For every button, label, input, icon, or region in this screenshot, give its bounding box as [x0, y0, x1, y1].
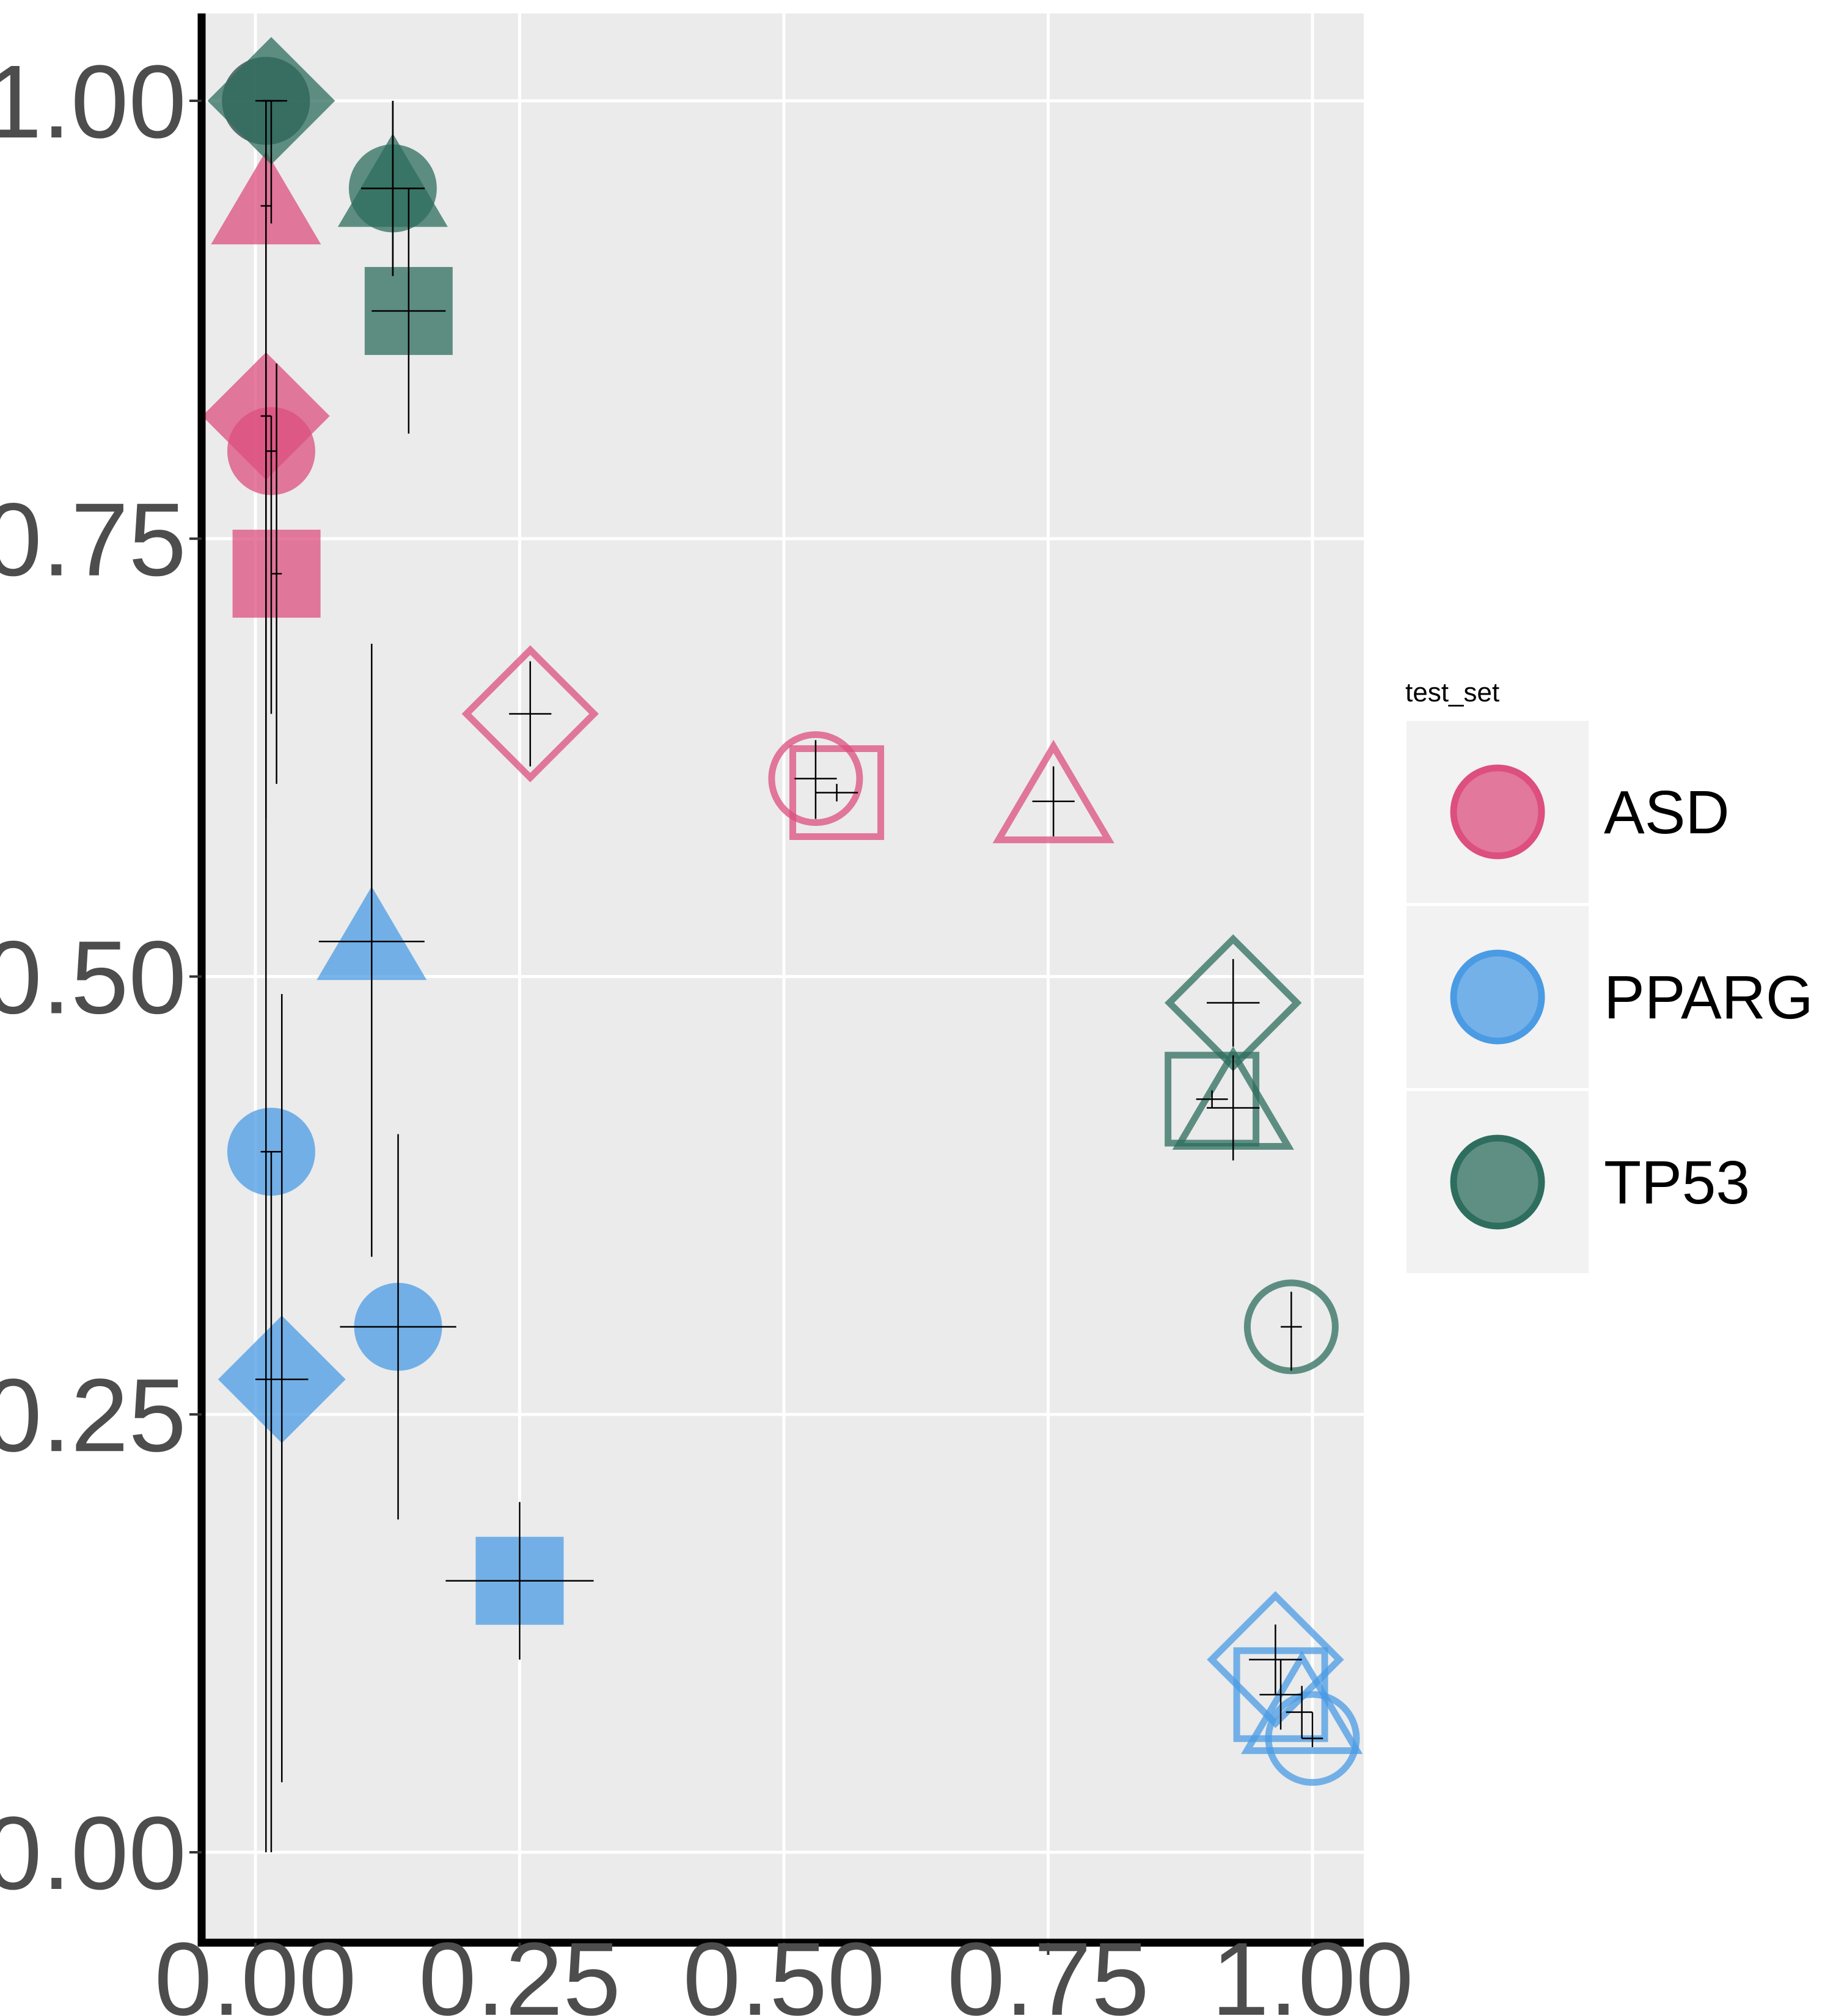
pparg-triangle-point — [1241, 1650, 1363, 1755]
asd-triangle-point — [992, 739, 1114, 844]
x-axis-ticks: 0.00 0.25 0.50 0.75 1.00 — [155, 1921, 1414, 2016]
grid-lines — [202, 13, 1364, 1943]
x-tick-label: 0.50 — [683, 1921, 885, 2016]
x-tick-label: 0.75 — [947, 1921, 1149, 2016]
axes — [197, 13, 1364, 1947]
legend-key-asd — [1450, 764, 1545, 860]
legend-label-pparg: PPARG — [1604, 963, 1813, 1032]
x-tick-label: 1.00 — [1212, 1921, 1414, 2016]
tp53-circle-point — [1243, 1279, 1339, 1375]
asd-square-point — [789, 745, 884, 840]
y-tick-label: 0.00 — [0, 1795, 186, 1912]
pparg-diamond-point — [1207, 1591, 1344, 1728]
asd-diamond-point — [461, 645, 599, 783]
y-axis-ticks: 0.00 0.25 0.50 0.75 1.00 — [0, 44, 202, 1912]
y-tick-label: 0.50 — [0, 920, 186, 1036]
legend: test_set ASD PPARG TP53 — [1405, 677, 1813, 1273]
x-tick-label: 0.00 — [155, 1921, 357, 2016]
legend-label-tp53: TP53 — [1604, 1149, 1750, 1217]
y-tick-label: 0.25 — [0, 1357, 186, 1474]
pparg-circle-point — [1265, 1691, 1360, 1786]
x-tick-label: 0.25 — [419, 1921, 621, 2016]
legend-key-pparg — [1450, 949, 1545, 1045]
asd-circle-point — [768, 731, 863, 827]
y-tick-label: 0.75 — [0, 482, 186, 598]
error-bars — [255, 100, 1323, 1852]
legend-title: test_set — [1405, 677, 1499, 707]
y-tick-label: 1.00 — [0, 44, 186, 160]
legend-key-tp53 — [1450, 1134, 1545, 1230]
legend-label-asd: ASD — [1604, 778, 1730, 847]
